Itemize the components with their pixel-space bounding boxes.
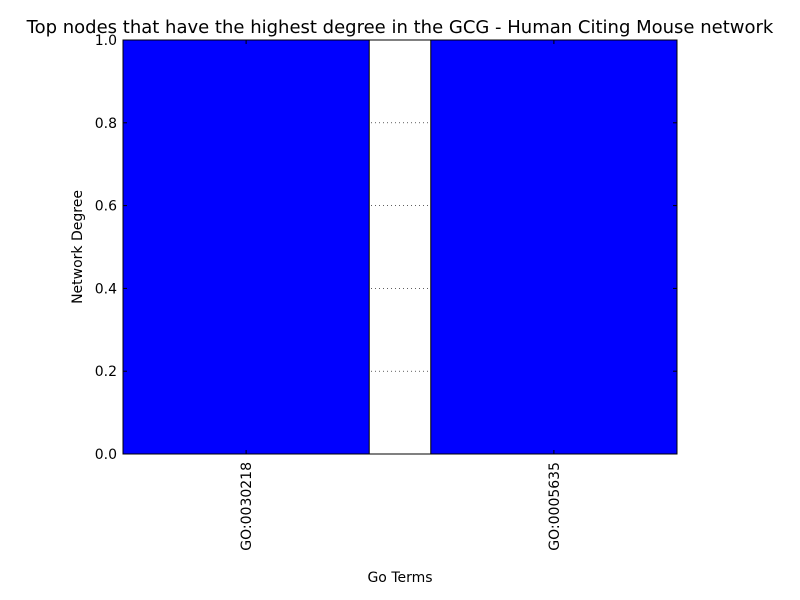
y-axis-label: Network Degree [70, 190, 86, 304]
x-tick-label: GO:0030218 [239, 462, 255, 551]
bars [122, 39, 678, 455]
y-tick-label: 0.2 [95, 364, 117, 380]
x-tick-label: GO:0005635 [547, 462, 563, 551]
y-tick-label: 0.6 [95, 199, 117, 215]
plot-area-frame [122, 39, 678, 455]
y-tick-label: 0.0 [95, 447, 117, 463]
x-axis-label: Go Terms [367, 570, 432, 586]
y-tick-label: 1.0 [95, 33, 117, 49]
y-tick-label: 0.4 [95, 281, 117, 297]
x-axis-ticks: GO:0030218 GO:0005635 [239, 40, 563, 551]
bar [430, 39, 678, 455]
bar [122, 39, 370, 455]
y-axis-ticks: 0.0 0.2 0.4 0.6 0.8 1.0 [95, 33, 677, 463]
chart-title: Top nodes that have the highest degree i… [26, 17, 774, 38]
y-tick-label: 0.8 [95, 116, 117, 132]
